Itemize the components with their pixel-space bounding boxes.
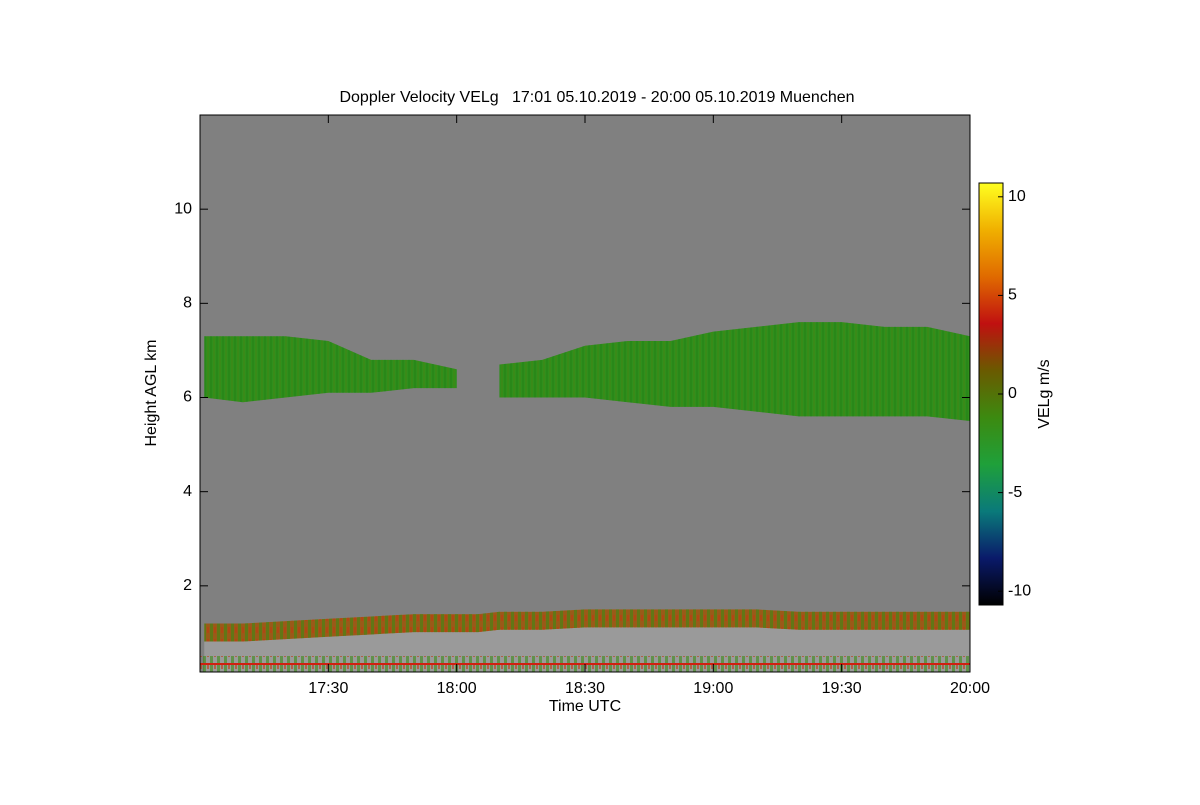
x-tick-label: 18:00 [437,680,477,697]
y-tick-label: 10 [174,200,192,217]
x-tick-label: 19:30 [822,680,862,697]
x-tick-label: 19:00 [693,680,733,697]
x-tick-label: 17:30 [308,680,348,697]
y-tick-label: 8 [183,295,192,312]
y-tick-label: 6 [183,389,192,406]
y-axis-label: Height AGL km [143,339,160,446]
cloud-texture [499,322,970,422]
chart-title: Doppler Velocity VELg 17:01 05.10.2019 -… [339,89,854,106]
colorbar-tick-label: 5 [1008,287,1017,304]
x-axis-label: Time UTC [549,698,621,715]
colorbar-label: VELg m/s [1036,359,1053,428]
colorbar-tick-label: -10 [1008,582,1031,599]
y-tick-label: 4 [183,483,192,500]
colorbar-tick-label: 10 [1008,188,1026,205]
cloud-texture [204,336,457,403]
colorbar-tick-label: 0 [1008,385,1017,402]
y-tick-label: 2 [183,577,192,594]
boundary-layer-texture [204,609,970,642]
x-tick-label: 18:30 [565,680,605,697]
colorbar-tick-label: -5 [1008,484,1022,501]
x-tick-label: 20:00 [950,680,990,697]
